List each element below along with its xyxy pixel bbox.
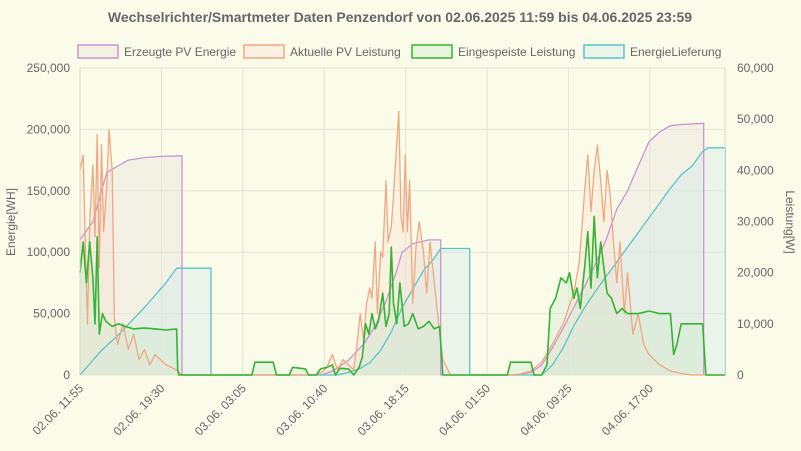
legend-label: Aktuelle PV Leistung	[290, 45, 401, 59]
legend-item-aktuelle-pv-leistung[interactable]: Aktuelle PV Leistung	[243, 44, 401, 59]
left-tick-label: 100,000	[27, 245, 71, 259]
legend-item-eingespeiste-leistung[interactable]: Eingespeiste Leistung	[411, 44, 575, 59]
legend-swatch	[77, 44, 119, 59]
left-tick-label: 200,000	[27, 122, 71, 136]
legend-label: Eingespeiste Leistung	[458, 45, 575, 59]
legend-label: Erzeugte PV Energie	[124, 45, 236, 59]
left-tick-label: 150,000	[27, 184, 71, 198]
legend-swatch	[243, 44, 285, 59]
area-eingespeiste-leistung	[80, 216, 726, 375]
area-aktuelle-pv-leistung	[80, 111, 726, 375]
right-tick-label: 10,000	[737, 317, 774, 331]
right-tick-label: 20,000	[737, 266, 774, 280]
right-tick-label: 0	[737, 368, 744, 382]
legend-item-energielieferung[interactable]: EnergieLieferung	[583, 44, 721, 59]
left-tick-label: 0	[63, 368, 70, 382]
line-eingespeiste-leistung	[79, 215, 726, 376]
right-axis-ticks: 0 10,000 20,000 30,000 40,000 50,000 60,000	[737, 61, 774, 382]
left-tick-label: 50,000	[33, 307, 70, 321]
left-axis-title: Energie[WH]	[4, 188, 18, 256]
line-aktuelle-pv-leistung	[79, 110, 726, 376]
right-tick-label: 50,000	[737, 112, 774, 126]
line-erzeugte-pv-energie	[79, 122, 705, 376]
series-areas	[80, 111, 726, 375]
legend-label: EnergieLieferung	[630, 45, 721, 59]
chart-title: Wechselrichter/Smartmeter Daten Penzendo…	[108, 9, 692, 25]
right-tick-label: 30,000	[737, 215, 774, 229]
legend-swatch	[583, 44, 625, 59]
right-tick-label: 40,000	[737, 163, 774, 177]
left-axis-ticks: 0 50,000 100,000 150,000 200,000 250,000	[27, 61, 71, 382]
legend: Erzeugte PV Energie Aktuelle PV Leistung E…	[77, 44, 721, 59]
area-erzeugte-pv-energie	[80, 123, 704, 375]
right-tick-label: 60,000	[737, 61, 774, 75]
area-energielieferung	[80, 147, 726, 375]
series-lines	[79, 110, 726, 376]
legend-item-erzeugte-pv-energie[interactable]: Erzeugte PV Energie	[77, 44, 236, 59]
left-tick-label: 250,000	[27, 61, 71, 75]
right-axis-title: Leistung[W]	[783, 190, 797, 253]
legend-swatch	[411, 44, 453, 59]
line-energielieferung	[79, 147, 726, 376]
